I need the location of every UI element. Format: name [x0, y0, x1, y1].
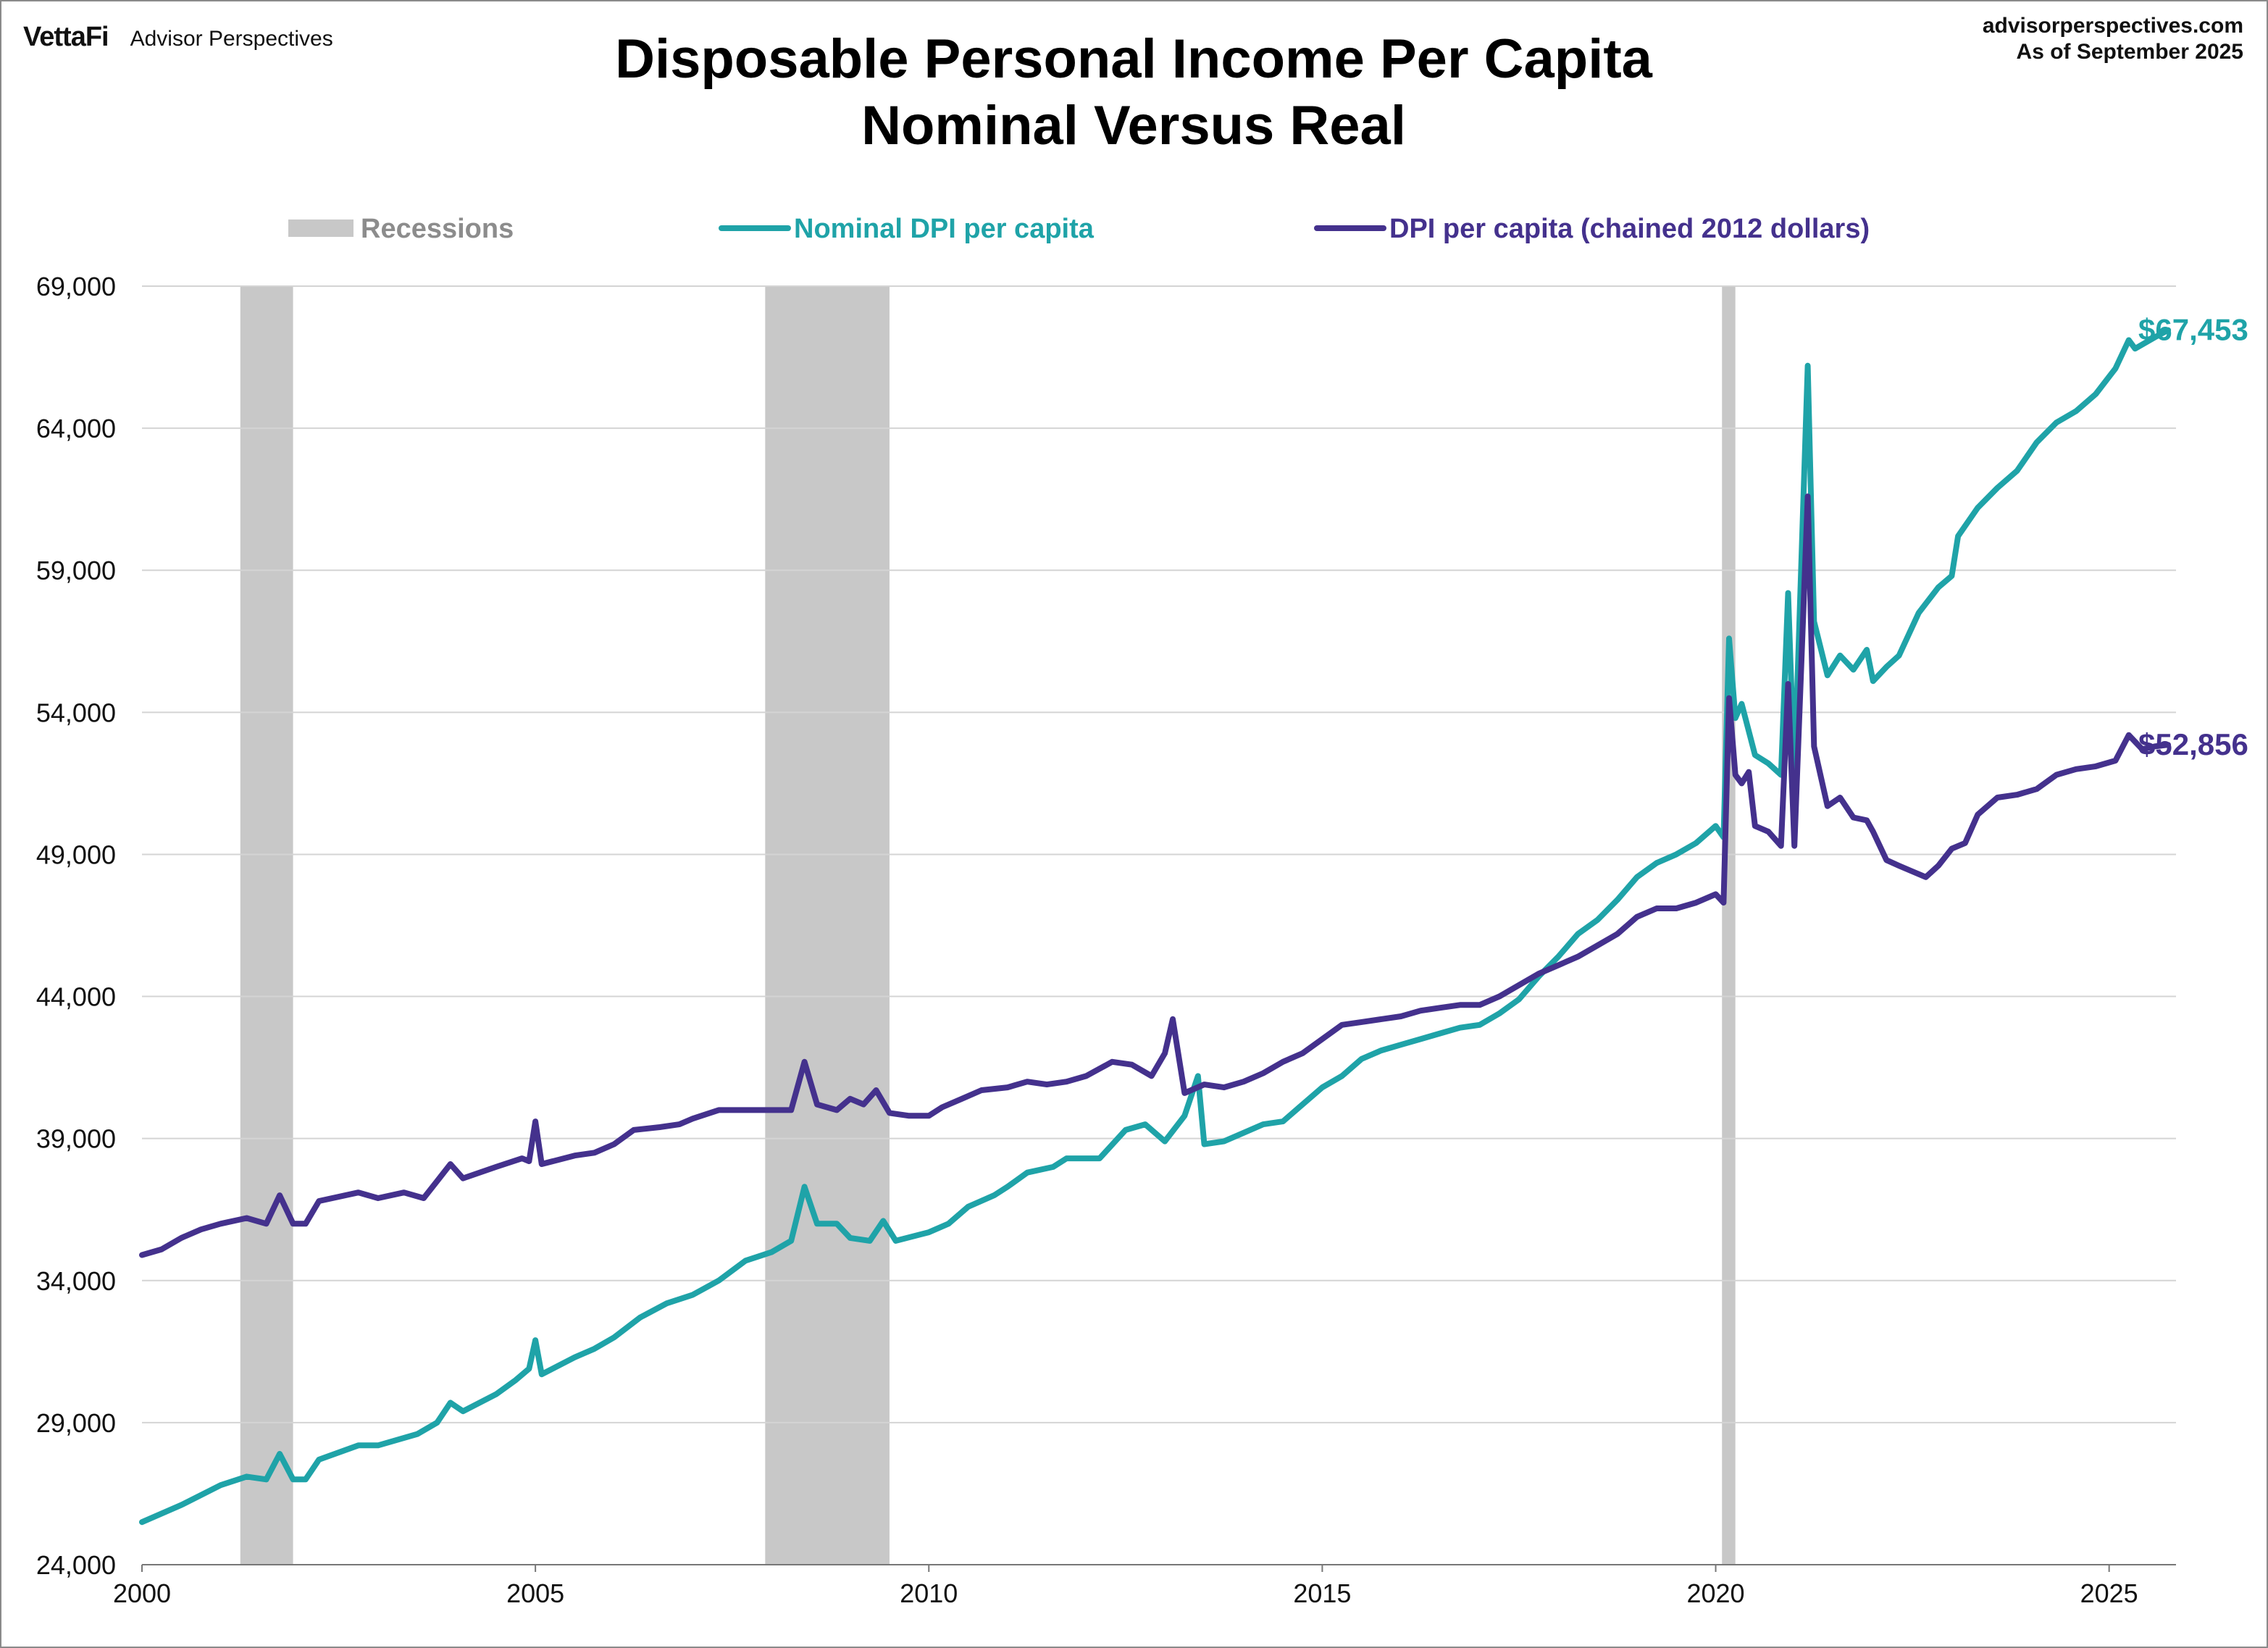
x-tick-label: 2025 — [2080, 1578, 2138, 1608]
chart-subtitle: Nominal Versus Real — [861, 95, 1406, 156]
chart-title-block: Disposable Personal Income Per Capita No… — [0, 26, 2268, 159]
x-tick-label: 2020 — [1686, 1578, 1744, 1608]
chart-title: Disposable Personal Income Per Capita — [615, 28, 1652, 90]
nominal-dpi-line — [139, 327, 2172, 1526]
vettafi-logo: VettaFi — [23, 22, 109, 52]
recession-band — [240, 286, 293, 1565]
y-tick-label: 54,000 — [36, 698, 116, 727]
x-tick-label: 2010 — [900, 1578, 958, 1608]
x-tick-label: 2005 — [506, 1578, 564, 1608]
y-tick-label: 39,000 — [36, 1124, 116, 1154]
y-tick-label: 34,000 — [36, 1266, 116, 1296]
x-tick-label: 2000 — [113, 1578, 171, 1608]
end-labels: $67,453 $52,856 — [2138, 313, 2248, 762]
y-tick-label: 49,000 — [36, 840, 116, 869]
x-tick-label: 2015 — [1293, 1578, 1351, 1608]
legend-label: DPI per capita (chained 2012 dollars) — [1389, 214, 1870, 244]
real-end-label: $52,856 — [2138, 727, 2248, 761]
brand-name: Advisor Perspectives — [130, 27, 333, 51]
recession-band — [1722, 286, 1736, 1565]
legend-recession-swatch — [288, 219, 353, 237]
y-tick-label: 44,000 — [36, 982, 116, 1012]
y-tick-label: 69,000 — [36, 272, 116, 301]
y-tick-label: 59,000 — [36, 556, 116, 585]
recession-band — [765, 286, 890, 1565]
nominal-end-label: $67,453 — [2138, 313, 2248, 347]
as-of-date: As of September 2025 — [2016, 40, 2243, 64]
y-tick-label: 24,000 — [36, 1550, 116, 1580]
legend: Recessions Nominal DPI per capita DPI per … — [288, 214, 1870, 244]
source-site[interactable]: advisorperspectives.com — [1982, 14, 2243, 38]
recession-bands — [240, 286, 1736, 1565]
brand: VettaFi Advisor Perspectives — [23, 22, 333, 53]
y-tick-label: 64,000 — [36, 414, 116, 443]
y-tick-label: 29,000 — [36, 1408, 116, 1438]
real-dpi-line — [139, 493, 2172, 1258]
legend-label: Nominal DPI per capita — [794, 214, 1095, 244]
legend-recessions-label: Recessions — [361, 214, 514, 244]
source-info: advisorperspectives.com As of September … — [1983, 13, 2243, 65]
series-lines — [139, 327, 2172, 1526]
axes: 24,000 29,000 34,000 39,000 44,000 49,000 54,0… — [36, 272, 2176, 1608]
gridlines — [142, 285, 2176, 1423]
